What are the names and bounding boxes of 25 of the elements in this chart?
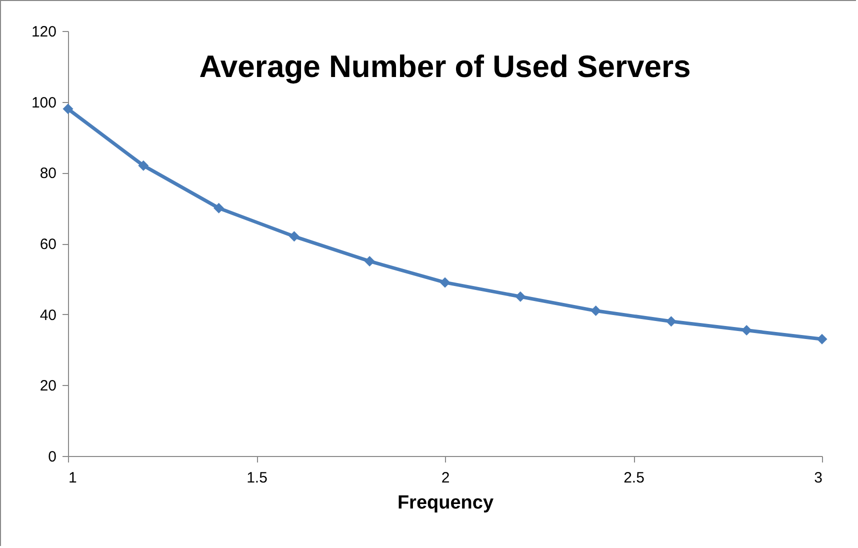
y-tick-label: 60 xyxy=(40,236,56,253)
x-tick-label: 1.5 xyxy=(246,470,268,486)
y-tick-label: 100 xyxy=(31,94,56,112)
x-tick-label: 2 xyxy=(441,470,450,486)
point xyxy=(364,256,375,266)
x-tick-label: 3 xyxy=(814,470,822,486)
point xyxy=(816,334,828,344)
point xyxy=(515,291,526,302)
point xyxy=(666,316,676,327)
point xyxy=(138,160,149,171)
x-tick-label: 2.5 xyxy=(624,470,644,486)
point xyxy=(288,231,300,242)
text: Average Number of Used Servers xyxy=(199,49,691,84)
y-tick-label: 80 xyxy=(40,165,56,182)
point xyxy=(62,104,74,114)
x-tick-label: 1 xyxy=(68,470,77,486)
y-tick-label: 120 xyxy=(31,24,56,40)
x-axis-title: Frequency xyxy=(397,492,494,514)
point xyxy=(214,202,224,214)
point xyxy=(741,325,752,336)
y-tick-label: 0 xyxy=(48,448,56,466)
y-tick-label: 20 xyxy=(40,378,56,395)
y-tick-label: 40 xyxy=(40,306,56,324)
point xyxy=(590,306,602,316)
point xyxy=(440,277,450,288)
